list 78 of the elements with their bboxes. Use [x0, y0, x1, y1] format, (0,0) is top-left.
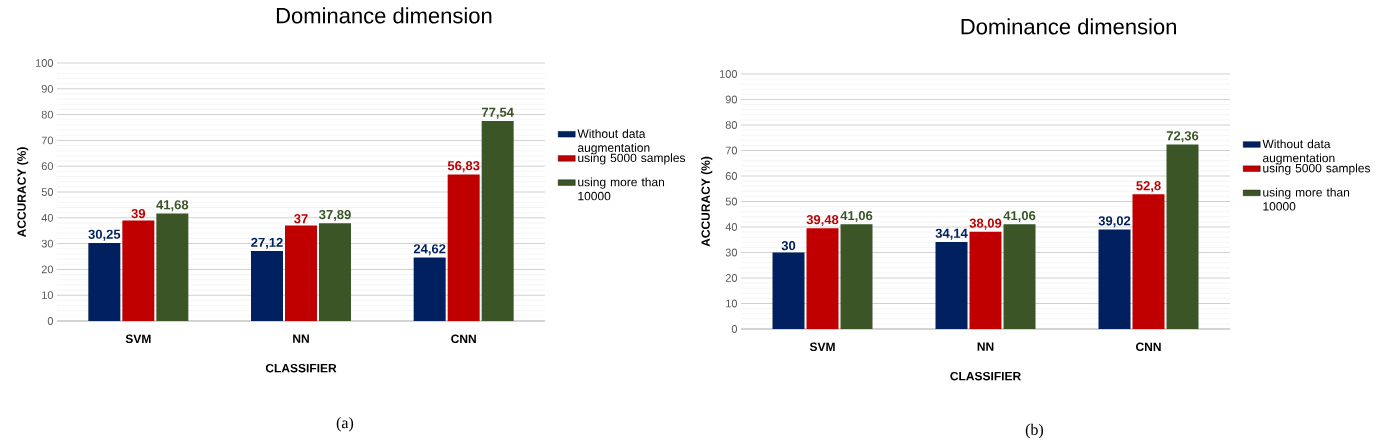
bar [413, 257, 446, 321]
bar [1132, 194, 1165, 329]
bar [251, 251, 284, 321]
x-tick-label: SVM [125, 334, 151, 344]
text: (a) [336, 416, 354, 432]
data-label: 56,83 [447, 161, 480, 173]
y-tick-label: 60 [725, 172, 738, 180]
y-tick-label: 20 [41, 265, 54, 274]
bar [447, 174, 480, 321]
data-label: 39,02 [1098, 216, 1131, 228]
chart-title: Dominance dimension [276, 7, 492, 24]
bar [840, 224, 873, 329]
legend-label: using 5000 samples [1263, 163, 1371, 175]
y-tick-label: 80 [41, 110, 54, 119]
bar [156, 213, 189, 321]
bar [88, 242, 121, 321]
bar [1166, 144, 1199, 329]
text: (b) [1025, 423, 1044, 439]
data-label: 52,8 [1136, 181, 1161, 193]
data-label: 37 [294, 214, 308, 224]
x-tick-label: SVM [809, 342, 835, 352]
y-tick-label: 70 [41, 136, 54, 145]
y-axis-title: ACCURACY (%) [17, 147, 29, 238]
bar [319, 223, 352, 321]
y-axis-title: ACCURACY (%) [701, 156, 713, 247]
y-tick-label: 70 [725, 146, 738, 155]
bar [285, 225, 318, 321]
legend-label: Without data augmentation [577, 129, 650, 155]
x-axis-title: CLASSIFIER [265, 363, 337, 373]
data-label: 77,54 [481, 107, 514, 119]
y-tick-label: 90 [725, 95, 738, 104]
y-tick-label: 30 [725, 248, 738, 257]
legend-label: using more than 10000 [578, 177, 665, 201]
x-axis-title: CLASSIFIER [950, 371, 1021, 381]
bar [806, 228, 839, 329]
x-tick-label: CNN [451, 334, 476, 344]
x-tick-label: NN [977, 342, 994, 351]
bar [481, 120, 514, 321]
y-tick-label: 0 [47, 317, 54, 325]
legend-label: using 5000 samples [578, 153, 686, 165]
bar [935, 241, 968, 329]
y-tick-label: 80 [725, 121, 738, 129]
data-label: 39,48 [806, 215, 839, 227]
data-label: 37,89 [319, 209, 351, 222]
data-label: 39 [131, 208, 146, 219]
y-tick-label: 40 [41, 213, 54, 222]
data-label: 30 [781, 241, 796, 251]
bar [1098, 229, 1131, 329]
data-label: 34,14 [935, 228, 968, 240]
data-label: 72,36 [1166, 131, 1199, 143]
data-label: 38,09 [969, 218, 1002, 230]
y-tick-label: 0 [731, 325, 738, 333]
y-tick-label: 20 [725, 274, 738, 282]
y-tick-label: 50 [41, 188, 54, 196]
bar [122, 220, 155, 321]
y-tick-label: 10 [42, 291, 54, 300]
y-tick-label: 30 [41, 239, 54, 248]
bar [1003, 224, 1036, 329]
data-label: 24,62 [413, 244, 446, 256]
y-tick-label: 60 [41, 162, 54, 171]
bar [969, 231, 1002, 329]
chart-title: Dominance dimension [961, 18, 1176, 35]
y-tick-label: 50 [725, 197, 738, 206]
y-tick-label: 10 [726, 299, 738, 308]
data-label: 27,12 [251, 237, 283, 249]
legend-label: Without data augmentation [1262, 139, 1335, 165]
legend-label: using more than 10000 [1263, 187, 1350, 211]
data-label: 41,06 [1003, 211, 1036, 223]
y-tick-label: 90 [41, 84, 54, 93]
y-tick-label: 40 [725, 223, 738, 231]
y-tick-label: 100 [719, 70, 738, 78]
x-tick-label: NN [293, 334, 309, 343]
data-label: 30,25 [88, 229, 121, 241]
data-label: 41,68 [156, 200, 189, 212]
y-tick-label: 100 [35, 59, 54, 67]
data-label: 41,06 [840, 211, 873, 223]
bar [772, 252, 805, 329]
x-tick-label: CNN [1136, 342, 1161, 352]
